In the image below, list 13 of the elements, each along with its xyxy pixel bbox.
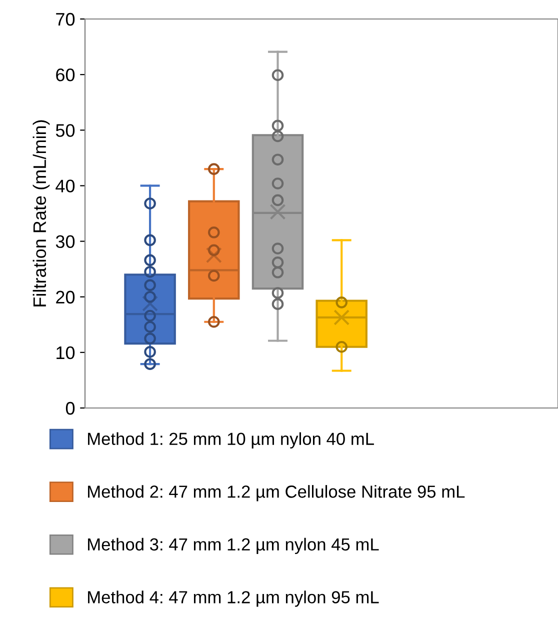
y-tick-label: 20: [56, 290, 75, 304]
legend-label: Method 1: 25 mm 10 µm nylon 40 mL: [88, 432, 374, 448]
y-tick-label: 50: [56, 124, 75, 137]
legend-label: Method 3: 47 mm 1.2 µm nylon 45 mL: [88, 538, 379, 554]
y-axis-title: Filtration Rate (mL/min): [32, 120, 50, 306]
y-tick-label: 0: [66, 402, 75, 415]
y-tick-label: 10: [56, 346, 75, 360]
legend-label: Method 4: 47 mm 1.2 µm nylon 95 mL: [88, 590, 379, 607]
y-tick-label: 70: [56, 12, 75, 26]
y-tick-label: 60: [56, 68, 75, 82]
legend-label: Method 2: 47 mm 1.2 µm Cellulose Nitrate 95 mL: [88, 485, 465, 502]
y-tick-label: 30: [56, 235, 75, 248]
y-tick-label: 40: [56, 180, 75, 192]
